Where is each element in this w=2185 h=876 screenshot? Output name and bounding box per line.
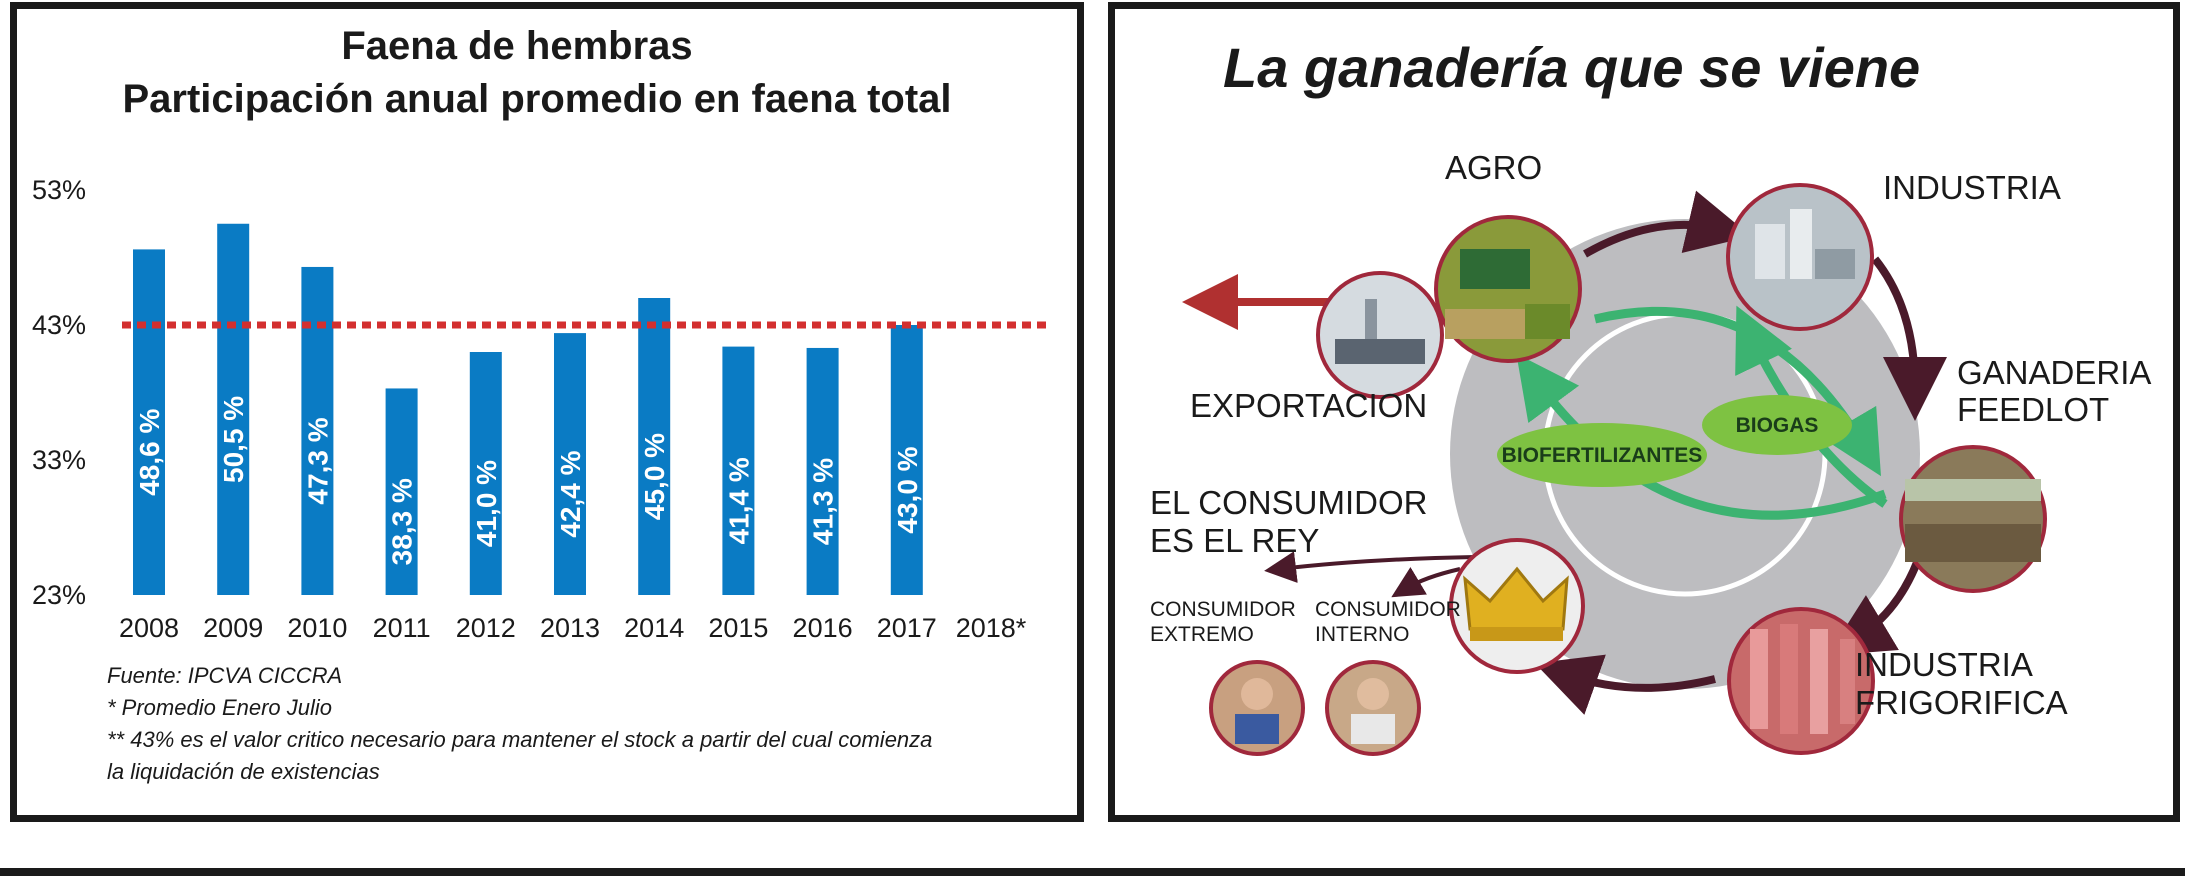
- bar-value-label: 50,5 %: [218, 396, 249, 483]
- chart-subtitle: Participación anual promedio en faena to…: [122, 77, 951, 121]
- label-industria-frig: INDUSTRIA: [1855, 646, 2033, 683]
- bar: [469, 352, 502, 595]
- interno-avatar: [1325, 660, 1421, 756]
- x-tick-label: 2009: [203, 613, 263, 643]
- extremo-avatar: [1209, 660, 1305, 756]
- bar-value-label: 38,3 %: [387, 478, 418, 565]
- bar: [554, 333, 586, 595]
- export-node: [1316, 271, 1444, 399]
- biogas-label: BIOGAS: [1736, 414, 1819, 437]
- x-tick-label: 2014: [624, 613, 684, 643]
- x-tick-label: 2012: [456, 613, 516, 643]
- diagram-title: La ganadería que se viene: [1223, 36, 1920, 99]
- label-agro: AGRO: [1445, 149, 1542, 186]
- arrow-to-interno: [1391, 567, 1461, 598]
- label-exportacion: EXPORTACION: [1190, 387, 1427, 424]
- label-extremo-1: CONSUMIDOR: [1150, 598, 1296, 621]
- bar-value-label: 41,4 %: [723, 457, 754, 544]
- x-tick-label: 2010: [287, 613, 347, 643]
- y-tick-label: 53%: [32, 175, 86, 205]
- x-tick-label: 2008: [119, 613, 179, 643]
- y-tick-label: 33%: [32, 445, 86, 475]
- label-frigorifica: FRIGORIFICA: [1855, 684, 2068, 721]
- feedlot-node: [1899, 445, 2047, 593]
- biofertilizantes-label: BIOFERTILIZANTES: [1502, 444, 1703, 467]
- arrow-agro-industria: [1583, 190, 1752, 258]
- bar-value-label: 41,0 %: [471, 460, 502, 547]
- bar-value-label: 41,3 %: [808, 458, 839, 545]
- label-interno-2: INTERNO: [1315, 623, 1410, 646]
- bar: [638, 298, 671, 595]
- bar: [217, 223, 250, 595]
- industria-node: [1726, 183, 1874, 331]
- bar-value-label: 43,0 %: [892, 446, 923, 533]
- chart-panel: Faena de hembras Participación anual pro…: [10, 2, 1084, 822]
- agro-node: [1434, 215, 1582, 363]
- x-tick-label: 2015: [708, 613, 768, 643]
- note-source: Fuente: IPCVA CICCRA: [107, 663, 342, 688]
- y-tick-label: 43%: [32, 310, 86, 340]
- label-consumidor: EL CONSUMIDOR: [1150, 484, 1427, 521]
- diagram-panel: La ganadería que se viene BIOFERTILIZANT…: [1108, 2, 2180, 822]
- bar-chart: Faena de hembras Participación anual pro…: [32, 24, 1047, 784]
- bars-group: 48,6 % 50,5 % 47,3 % 38,3 % 41,0 % 42,4 % 45,0…: [133, 223, 923, 595]
- arrow-to-extremo: [1264, 551, 1476, 584]
- frigorifica-node: [1727, 607, 1875, 755]
- bar-value-label: 45,0 %: [639, 433, 670, 520]
- x-tick-label: 2018*: [956, 613, 1027, 643]
- bar-value-label: 48,6 %: [134, 409, 165, 496]
- label-industria: INDUSTRIA: [1883, 169, 2061, 206]
- label-interno-1: CONSUMIDOR: [1315, 598, 1461, 621]
- note-critical-cont: la liquidación de existencias: [107, 759, 380, 784]
- bar: [133, 249, 165, 595]
- value-chain-diagram: La ganadería que se viene BIOFERTILIZANT…: [1150, 36, 2151, 756]
- bar-value-label: 42,4 %: [555, 450, 586, 537]
- bar: [890, 325, 923, 595]
- label-extremo-2: EXTREMO: [1150, 623, 1254, 646]
- x-tick-label: 2017: [877, 613, 937, 643]
- chart-title: Faena de hembras: [341, 24, 692, 68]
- y-tick-label: 23%: [32, 580, 86, 610]
- label-feedlot: FEEDLOT: [1957, 391, 2109, 428]
- x-axis-ticks: 2008 2009 2010 2011 2012 2013 2014 2015 2016 2017…: [119, 613, 1027, 643]
- consumidor-node: [1449, 538, 1585, 674]
- biofertilizantes-oval: [1497, 423, 1707, 487]
- crown-icon: [1463, 566, 1569, 631]
- arrow-frigorifica-consumidor: [1534, 654, 1716, 715]
- bar-value-label: 47,3 %: [302, 417, 333, 504]
- label-ganaderia: GANADERIA: [1957, 354, 2151, 391]
- note-critical: ** 43% es el valor critico necesario par…: [107, 727, 932, 752]
- label-rey: ES EL REY: [1150, 522, 1319, 559]
- x-tick-label: 2016: [793, 613, 853, 643]
- note-average: * Promedio Enero Julio: [107, 695, 332, 720]
- y-axis-ticks: 53% 43% 33% 23%: [32, 175, 86, 610]
- arrow-industria-ganaderia: [1871, 256, 1947, 421]
- bar: [806, 347, 839, 595]
- bar: [722, 346, 755, 595]
- x-tick-label: 2013: [540, 613, 600, 643]
- bar: [385, 388, 418, 595]
- bottom-rule: [0, 868, 2185, 876]
- biogas-oval: [1702, 395, 1852, 455]
- x-tick-label: 2011: [373, 613, 431, 643]
